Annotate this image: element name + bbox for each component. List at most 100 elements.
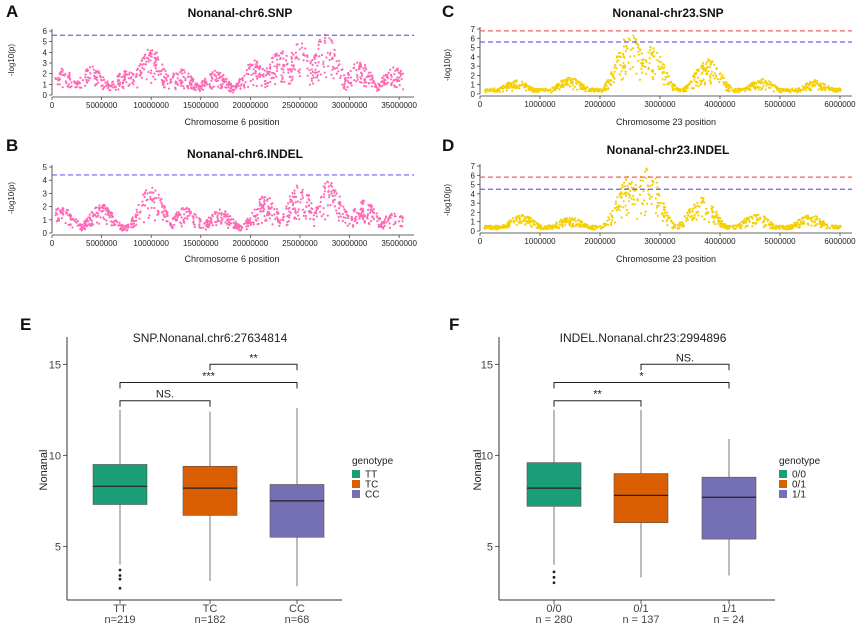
snp-point xyxy=(294,68,297,71)
snp-point xyxy=(528,88,531,91)
snp-point xyxy=(807,83,810,86)
snp-point xyxy=(166,75,169,78)
snp-point xyxy=(311,70,314,73)
snp-point xyxy=(141,63,144,66)
snp-point xyxy=(608,218,611,221)
snp-point xyxy=(290,64,293,67)
snp-point xyxy=(320,195,323,198)
snp-point xyxy=(275,216,278,219)
snp-point xyxy=(643,214,647,217)
snp-point xyxy=(657,65,660,68)
snp-point xyxy=(237,228,240,231)
snp-point xyxy=(662,214,665,217)
snp-point xyxy=(586,224,589,227)
snp-point xyxy=(189,212,192,215)
snp-point xyxy=(85,219,88,222)
snp-point xyxy=(644,59,647,62)
snp-point xyxy=(80,86,83,89)
snp-point xyxy=(343,82,346,85)
outlier-point xyxy=(552,575,556,579)
snp-point xyxy=(363,84,366,88)
snp-point xyxy=(555,224,558,227)
snp-point xyxy=(63,74,66,77)
snp-point xyxy=(606,219,609,222)
snp-point xyxy=(651,183,654,186)
snp-point xyxy=(135,223,138,226)
snp-point xyxy=(169,78,172,81)
snp-point xyxy=(651,179,654,182)
snp-point xyxy=(521,80,524,83)
snp-point xyxy=(387,71,390,74)
snp-point xyxy=(149,197,152,201)
snp-point xyxy=(723,84,726,87)
snp-point xyxy=(314,76,318,79)
snp-point xyxy=(108,212,111,215)
snp-point xyxy=(172,72,175,75)
snp-point xyxy=(322,62,325,66)
snp-point xyxy=(258,75,262,78)
snp-point xyxy=(385,221,388,224)
snp-point xyxy=(563,83,566,86)
snp-point xyxy=(148,52,151,55)
snp-point xyxy=(507,86,510,89)
snp-point xyxy=(344,210,347,214)
snp-point xyxy=(759,216,762,219)
snp-point xyxy=(614,64,617,67)
snp-point xyxy=(56,78,59,81)
snp-point xyxy=(135,219,138,222)
snp-point xyxy=(197,87,200,91)
snp-point xyxy=(544,226,547,229)
snp-point xyxy=(152,198,155,201)
snp-point xyxy=(610,214,614,217)
snp-point xyxy=(146,192,149,195)
snp-point xyxy=(296,200,299,203)
snp-point xyxy=(324,187,327,190)
snp-point xyxy=(106,80,109,83)
snp-point xyxy=(131,226,134,229)
snp-point xyxy=(65,81,68,85)
snp-point xyxy=(205,220,208,223)
snp-point xyxy=(161,205,164,208)
panel-label-f: F xyxy=(449,315,459,334)
snp-point xyxy=(801,216,804,219)
snp-point xyxy=(501,85,504,88)
snp-point xyxy=(373,82,376,85)
snp-point xyxy=(347,76,350,79)
snp-point xyxy=(695,210,698,213)
snp-point xyxy=(270,214,274,217)
y-tick-label: 6 xyxy=(471,34,476,43)
snp-point xyxy=(641,62,644,65)
snp-point xyxy=(385,75,388,78)
snp-point xyxy=(782,89,785,92)
snp-point xyxy=(686,212,689,215)
snp-point xyxy=(212,85,215,88)
snp-point xyxy=(74,218,78,221)
snp-point xyxy=(387,218,390,221)
snp-point xyxy=(392,223,395,226)
snp-point xyxy=(362,213,365,216)
snp-point xyxy=(283,80,286,83)
snp-point xyxy=(538,226,541,229)
snp-point xyxy=(110,211,114,215)
snp-point xyxy=(506,82,510,85)
snp-point xyxy=(142,221,145,224)
snp-point xyxy=(232,221,235,224)
snp-point xyxy=(517,221,521,224)
snp-point xyxy=(155,63,158,66)
snp-point xyxy=(561,223,565,226)
snp-point xyxy=(216,218,219,221)
snp-point xyxy=(376,88,379,91)
snp-point xyxy=(389,68,392,71)
snp-point xyxy=(61,212,65,215)
snp-point xyxy=(743,218,746,221)
snp-point xyxy=(632,186,636,190)
snp-point xyxy=(105,222,108,226)
snp-point xyxy=(713,215,716,219)
snp-point xyxy=(386,77,390,80)
box-TC xyxy=(182,465,238,516)
snp-point xyxy=(528,216,531,219)
snp-point xyxy=(402,88,405,91)
snp-point xyxy=(71,226,74,229)
snp-point xyxy=(285,54,288,58)
snp-point xyxy=(299,201,302,204)
